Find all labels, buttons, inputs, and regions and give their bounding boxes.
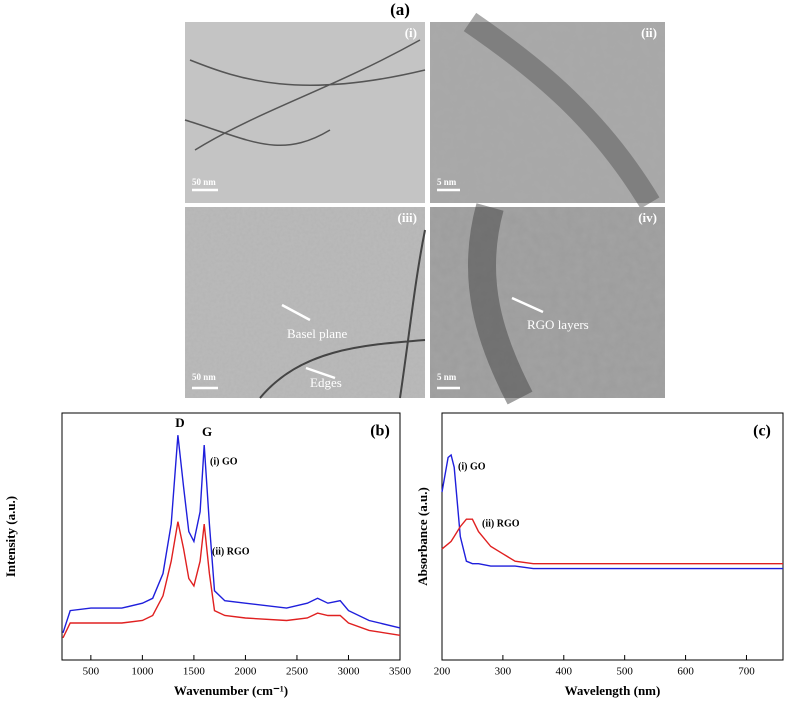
x-tick-label: 500 (616, 666, 633, 678)
series-label: (i) GO (210, 456, 238, 467)
scale-label: 50 nm (192, 177, 216, 187)
scale-label: 5 nm (437, 177, 457, 187)
tem-texture (430, 207, 665, 398)
tem-texture (185, 22, 425, 203)
image-label: (iv) (638, 210, 657, 225)
series-label: (ii) RGO (482, 518, 520, 529)
arrow (511, 296, 544, 314)
x-tick-label: 300 (495, 666, 512, 678)
x-axis-label: Wavelength (nm) (565, 683, 661, 698)
arrow (281, 303, 311, 322)
layer-band (463, 12, 660, 209)
x-tick-label: 1000 (131, 666, 154, 678)
y-axis-label: Intensity (a.u.) (3, 496, 18, 577)
panel-label: (b) (370, 423, 390, 440)
sheet-edges (259, 229, 426, 399)
arrows (192, 188, 544, 390)
series-label: (i) GO (458, 461, 486, 472)
x-tick-label: 600 (677, 666, 694, 678)
x-tick-label: 500 (83, 666, 100, 678)
tem-texture (185, 207, 425, 398)
series-label: (ii) RGO (212, 546, 250, 557)
tem-images (184, 12, 665, 405)
panel-label: (c) (753, 423, 771, 440)
x-tick-label: 2000 (234, 666, 257, 678)
x-tick-label: 3500 (389, 666, 412, 678)
panel-a-title: (a) (390, 0, 410, 19)
layer-band (467, 203, 533, 405)
series-line (441, 518, 783, 565)
image-label: (i) (405, 25, 417, 40)
y-axis-label: Absorbance (a.u.) (415, 487, 430, 586)
image-label: (iii) (398, 210, 418, 225)
image-label: (ii) (641, 25, 657, 40)
peak-label: D (175, 415, 184, 430)
arrow (305, 366, 336, 380)
peak-label: G (202, 424, 212, 439)
x-tick-label: 3000 (337, 666, 360, 678)
x-tick-label: 200 (434, 666, 451, 678)
x-tick-label: 400 (556, 666, 573, 678)
plot-frame (61, 412, 401, 661)
image-annotation: Edges (310, 375, 342, 390)
x-tick-label: 1500 (183, 666, 206, 678)
series-line (62, 521, 401, 639)
sheet-folds (184, 39, 426, 151)
x-axis-label: Wavenumber (cm⁻¹) (174, 683, 288, 698)
x-tick-label: 2500 (286, 666, 309, 678)
scale-label: 5 nm (437, 372, 457, 382)
x-tick-label: 700 (738, 666, 755, 678)
series-line (441, 453, 783, 570)
series-line (62, 435, 401, 634)
scale-label: 50 nm (192, 372, 216, 382)
image-annotation: RGO layers (527, 317, 589, 332)
plot-frame (441, 412, 784, 661)
image-annotation: Basel plane (287, 326, 348, 341)
